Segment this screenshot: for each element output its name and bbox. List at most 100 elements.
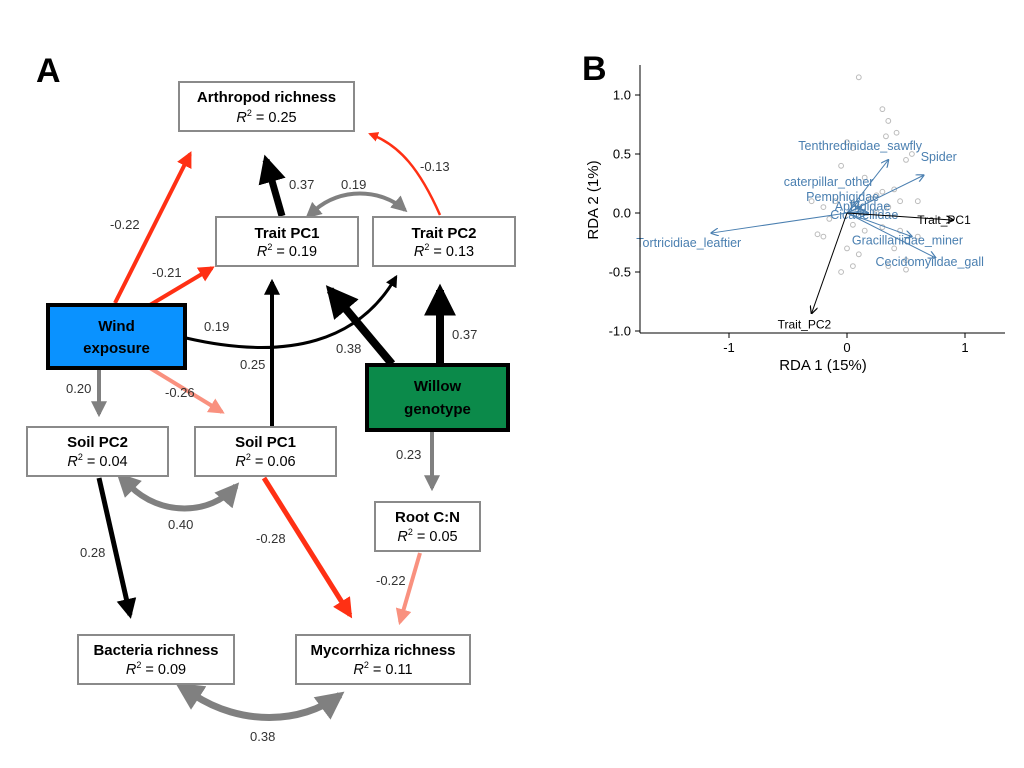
node-r2: R2 = 0.04 [67, 452, 127, 470]
coef-wind-traitpc2: 0.19 [204, 319, 229, 334]
x-tick-label: 0 [843, 340, 850, 355]
site-point [808, 198, 815, 205]
node-title: Willow [414, 378, 462, 395]
species-label: Tortricidiae_leaftier [636, 236, 741, 250]
coef-wind-traitpc1: -0.21 [152, 265, 182, 280]
species-arrow [846, 201, 859, 214]
edge-soilpc2-bacteria [96, 477, 137, 619]
site-point [891, 245, 898, 252]
panel-a-letter: A [36, 52, 61, 90]
site-point [891, 186, 898, 193]
edge-willow-traitpc1 [325, 285, 396, 367]
species-label: caterpillar_other [784, 175, 874, 189]
site-point [879, 188, 886, 195]
coef-soilpc2-bacteria: 0.28 [80, 545, 105, 560]
trait-label: Trait_PC2 [778, 317, 832, 331]
y-tick-label: -1.0 [609, 324, 631, 339]
edge-rootcn-mycorrhiza [395, 552, 422, 626]
species-arrow [846, 212, 912, 237]
trait-label: Trait_PC1 [917, 213, 971, 227]
coef-soilpc1-traitpc1: 0.25 [240, 357, 265, 372]
site-point [838, 269, 844, 275]
node-r2: R2 = 0.05 [397, 527, 457, 545]
node-title: Soil PC1 [235, 434, 296, 451]
site-point [814, 231, 821, 238]
coef-soilpc2-soilpc1: 0.40 [168, 517, 193, 532]
site-point [914, 198, 921, 205]
node-r2: R2 = 0.11 [353, 660, 412, 678]
site-point [844, 139, 850, 146]
site-point [844, 245, 850, 252]
site-point [909, 151, 915, 157]
site-point [861, 174, 868, 181]
node-title-2: exposure [83, 340, 150, 357]
node-title: Trait PC1 [254, 225, 319, 242]
y-tick-label: -0.5 [609, 265, 631, 280]
site-point [820, 204, 827, 211]
site-point [832, 198, 839, 205]
node-traitpc1: Trait PC1 R2 = 0.19 [215, 216, 359, 267]
y-axis-title: RDA 2 (1%) [585, 160, 602, 239]
site-point [883, 133, 889, 140]
site-point [903, 266, 909, 273]
species-label: Cicadellidae [830, 208, 898, 222]
node-rootcn: Root C:N R2 = 0.05 [374, 501, 481, 552]
site-point [903, 157, 909, 163]
coef-willow-traitpc1: 0.38 [336, 341, 361, 356]
node-title: Wind [98, 318, 135, 335]
node-r2: R2 = 0.09 [126, 660, 186, 678]
axes: -1 0 1 -1.0 -0.5 0.0 0.5 1.0 [609, 65, 1005, 355]
site-point [885, 204, 892, 211]
coef-wind-soilpc2: 0.20 [66, 381, 91, 396]
edge-traitpc2-arthropod [368, 132, 442, 216]
coef-wind-soilpc1: -0.26 [165, 385, 195, 400]
species-label: Aphididae [835, 200, 891, 214]
node-wind-exposure: Wind exposure [46, 303, 187, 370]
edge-wind-traitpc1 [148, 266, 215, 307]
species-label: Gracillariidae_miner [852, 234, 963, 248]
y-tick-label: 0.0 [613, 206, 631, 221]
node-arthropod: Arthropod richness R2 = 0.25 [178, 81, 355, 132]
site-point [897, 198, 903, 205]
node-soilpc2: Soil PC2 R2 = 0.04 [26, 426, 169, 477]
coef-soilpc1-mycorrhiza: -0.28 [256, 531, 286, 546]
x-tick-label: 1 [961, 340, 968, 355]
edge-soilpc2-soilpc1-cov [116, 472, 240, 512]
coef-willow-rootcn: 0.23 [396, 447, 421, 462]
node-r2: R2 = 0.06 [235, 452, 295, 470]
coef-bacteria-mycorrhiza: 0.38 [250, 729, 275, 744]
species-label: Cecidomyiidae_gall [876, 255, 984, 269]
edge-wind-traitpc2 [185, 274, 398, 349]
site-point [855, 251, 862, 258]
site-point [885, 263, 892, 270]
trait-arrow [846, 212, 953, 220]
site-point [850, 263, 856, 270]
x-tick-label: -1 [723, 340, 735, 355]
edge-bacteria-mycorrhiza-cov [175, 682, 345, 721]
site-point [838, 162, 844, 169]
node-r2: R2 = 0.13 [414, 242, 474, 260]
coef-traitpc2-arthropod: -0.13 [420, 159, 450, 174]
trait-arrow [812, 212, 848, 313]
site-point [914, 233, 921, 240]
edge-soilpc1-mycorrhiza [261, 476, 353, 619]
node-title: Bacteria richness [93, 642, 218, 659]
species-arrow [846, 212, 936, 258]
species-label: Pemphigidae [806, 190, 879, 204]
site-point [850, 221, 856, 228]
species-label: Tenthredinidae_sawfly [798, 139, 922, 153]
panel-b-letter: B [582, 50, 607, 88]
site-point [879, 106, 886, 113]
coef-willow-traitpc2: 0.37 [452, 327, 477, 342]
site-point [903, 257, 909, 264]
edges [91, 132, 456, 721]
site-point [897, 227, 903, 234]
site-point [820, 233, 827, 240]
edge-traitpc1-traitpc2-cov [305, 191, 408, 219]
edge-wind-soilpc1 [148, 366, 225, 414]
site-point [850, 145, 856, 152]
node-willow-genotype: Willow genotype [365, 363, 510, 432]
node-title: Soil PC2 [67, 434, 128, 451]
